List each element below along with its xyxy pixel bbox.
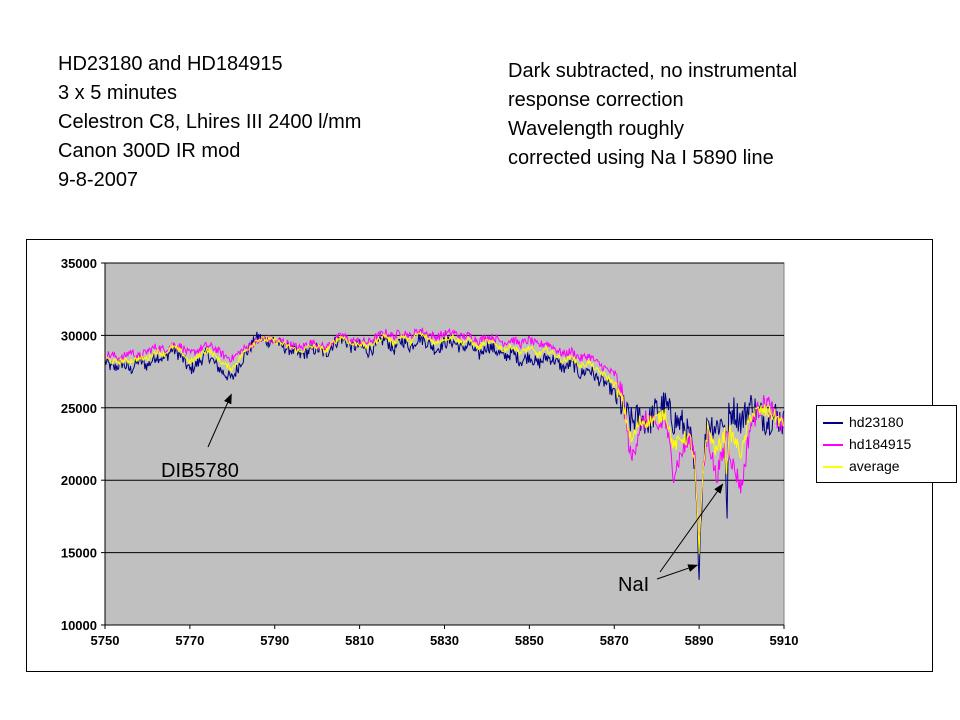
x-tick-label: 5750	[91, 633, 120, 648]
note-line: Wavelength roughly	[508, 118, 685, 140]
note-line: Celestron C8, Lhires III 2400 l/mm	[58, 111, 362, 133]
annotation-arrow-dib5780	[207, 393, 232, 448]
legend-swatch-hd23180	[823, 422, 843, 424]
annotation-nai: NaI	[618, 574, 650, 596]
annotation-dib5780: DIB5780	[161, 460, 239, 482]
y-tick-label: 35000	[61, 256, 97, 271]
x-tick-label: 5910	[770, 633, 799, 648]
y-tick-label: 10000	[61, 618, 97, 633]
plot-background	[104, 262, 785, 626]
x-tick-label: 5830	[430, 633, 459, 648]
note-line: response correction	[508, 89, 684, 111]
annotation-arrow-nai-d2	[656, 564, 699, 580]
y-tick-label: 30000	[61, 328, 97, 343]
series-line-average	[104, 331, 785, 555]
x-tick-label: 5850	[515, 633, 544, 648]
annotation-arrow-nai-d1	[659, 483, 724, 573]
note-line: 9-8-2007	[58, 169, 139, 191]
note-line: corrected using Na I 5890 line	[508, 147, 774, 169]
x-tick-label: 5870	[600, 633, 629, 648]
x-tick-label: 5770	[175, 633, 204, 648]
x-tick-label: 5810	[345, 633, 374, 648]
x-tick-label: 5890	[685, 633, 714, 648]
x-tick-label: 5790	[260, 633, 289, 648]
chart-svg: 10000 15000 20000 25000 30000 35000 5750 5770 57…	[61, 256, 799, 648]
chart-legend: hd23180 hd184915 average	[816, 405, 957, 483]
legend-label: hd184915	[849, 436, 912, 452]
note-line: HD23180 and HD184915	[58, 53, 283, 75]
series-line-hd23180	[104, 331, 785, 580]
note-line: Dark subtracted, no instrumental	[508, 60, 798, 82]
legend-label: average	[849, 458, 900, 474]
legend-label: hd23180	[849, 414, 904, 430]
series-line-hd184915	[104, 327, 785, 536]
chart-area: 10000 15000 20000 25000 30000 35000 5750 5770 57…	[26, 239, 957, 672]
processing-notes: Dark subtracted, no instrumental respons…	[508, 57, 797, 173]
legend-swatch-average	[823, 466, 843, 468]
note-line: Canon 300D IR mod	[58, 140, 241, 162]
y-tick-label: 20000	[61, 473, 97, 488]
legend-swatch-hd184915	[823, 444, 843, 446]
y-tick-label: 15000	[61, 546, 97, 561]
y-tick-label: 25000	[61, 401, 97, 416]
note-line: 3 x 5 minutes	[58, 82, 177, 104]
observation-notes: HD23180 and HD184915 3 x 5 minutes Celes…	[58, 50, 361, 195]
